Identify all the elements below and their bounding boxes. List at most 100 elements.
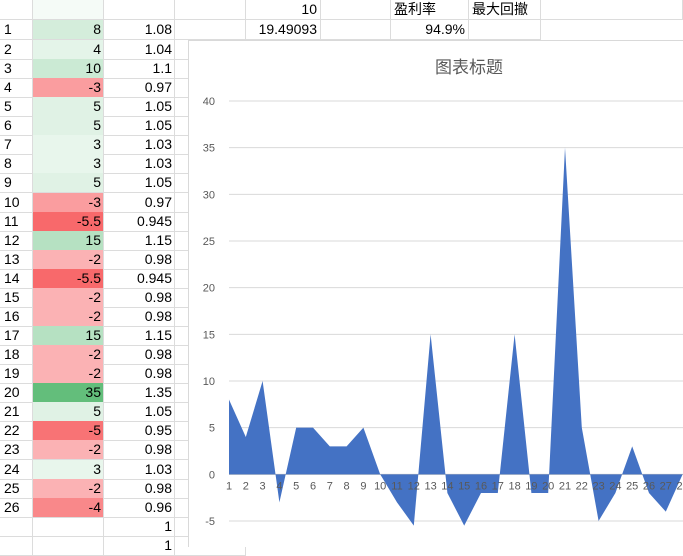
row-number: 24 (0, 460, 33, 480)
cell-c-value[interactable]: 1.15 (104, 326, 175, 346)
chart-series (229, 148, 683, 526)
profit-rate-label[interactable]: 盈利率 (391, 0, 469, 20)
cell-d-empty[interactable] (175, 20, 246, 40)
x-tick-label: 13 (424, 480, 436, 492)
row-number: 11 (0, 212, 33, 232)
cell-b-value[interactable]: -3 (33, 193, 104, 213)
row-number: 5 (0, 97, 33, 117)
cell-b-value[interactable]: 15 (33, 231, 104, 251)
cell-b-value[interactable]: 5 (33, 173, 104, 193)
cell-c-value[interactable]: 0.98 (104, 440, 175, 460)
x-tick-label: 19 (525, 480, 537, 492)
cell-b-value[interactable]: -2 (33, 345, 104, 365)
row-number: 18 (0, 345, 33, 365)
cell-b-value[interactable]: 3 (33, 135, 104, 155)
row-number: 6 (0, 116, 33, 136)
cell-d-top[interactable] (175, 0, 246, 20)
cell-empty[interactable] (321, 20, 391, 40)
cell-b-value[interactable]: -5 (33, 421, 104, 441)
y-tick-label: 35 (203, 143, 215, 155)
cell-b-value[interactable]: -2 (33, 479, 104, 499)
row-number: 9 (0, 173, 33, 193)
x-tick-label: 7 (327, 480, 333, 492)
x-tick-label: 4 (276, 480, 282, 492)
max-drawdown-value[interactable] (469, 20, 541, 40)
x-tick-label: 9 (360, 480, 366, 492)
cell-c-value[interactable]: 0.945 (104, 269, 175, 289)
profit-rate-value[interactable]: 94.9% (391, 20, 469, 40)
cell-c-value[interactable]: 0.945 (104, 212, 175, 232)
cell-c-value[interactable]: 0.98 (104, 479, 175, 499)
cell-b-value[interactable]: 4 (33, 40, 104, 60)
cell-c-value[interactable]: 1 (104, 536, 175, 556)
cell-d-value[interactable]: 10 (246, 0, 321, 20)
cell-b-value[interactable]: -2 (33, 250, 104, 270)
cell-c-value[interactable]: 0.98 (104, 364, 175, 384)
x-tick-label: 23 (592, 480, 604, 492)
cell-c-value[interactable]: 0.98 (104, 250, 175, 270)
x-tick-label: 15 (458, 480, 470, 492)
x-tick-label: 22 (576, 480, 588, 492)
cell-empty[interactable] (321, 0, 391, 20)
cell-c-value[interactable]: 0.97 (104, 193, 175, 213)
cell-b-value[interactable]: 8 (33, 20, 104, 40)
cell-b-value[interactable]: -5.5 (33, 212, 104, 232)
cell-b-value[interactable]: 3 (33, 154, 104, 174)
cell-c-value[interactable]: 1.15 (104, 231, 175, 251)
x-tick-label: 25 (626, 480, 638, 492)
cell-c-value[interactable]: 0.98 (104, 307, 175, 327)
cell-b-value[interactable]: -3 (33, 78, 104, 98)
x-tick-label: 21 (559, 480, 571, 492)
cell-b-value[interactable]: -2 (33, 288, 104, 308)
x-tick-label: 26 (643, 480, 655, 492)
cell-b-value[interactable] (33, 517, 104, 537)
cell-c-value[interactable]: 1.1 (104, 59, 175, 79)
cell-empty[interactable] (541, 0, 683, 20)
cell-c-value[interactable]: 0.95 (104, 421, 175, 441)
cell-c-value[interactable]: 1 (104, 517, 175, 537)
cell-b-value[interactable]: -2 (33, 307, 104, 327)
cell-c-value[interactable]: 0.96 (104, 498, 175, 518)
cell-c-value[interactable]: 1.05 (104, 402, 175, 422)
cell-b-value[interactable]: 15 (33, 326, 104, 346)
cell-b-value[interactable]: -4 (33, 498, 104, 518)
cell-c-value[interactable]: 1.03 (104, 135, 175, 155)
cell-b-value[interactable]: -5.5 (33, 269, 104, 289)
cell-c-value[interactable]: 0.98 (104, 288, 175, 308)
cell-b-value[interactable]: 5 (33, 97, 104, 117)
row-number: 3 (0, 59, 33, 79)
x-tick-label: 27 (660, 480, 672, 492)
cell-c-value[interactable]: 1.35 (104, 383, 175, 403)
cell-c-value[interactable]: 1.05 (104, 173, 175, 193)
max-drawdown-label[interactable]: 最大回撤 (469, 0, 541, 20)
cell-c-value[interactable]: 1.05 (104, 116, 175, 136)
cell-c-value[interactable]: 1.05 (104, 97, 175, 117)
cell-b-top[interactable] (33, 0, 104, 20)
cell-b-value[interactable]: -2 (33, 364, 104, 384)
cell-c-value[interactable]: 1.03 (104, 154, 175, 174)
cell-b-value[interactable]: 3 (33, 460, 104, 480)
cell-c-value[interactable]: 0.97 (104, 78, 175, 98)
x-tick-label: 16 (475, 480, 487, 492)
x-tick-label: 14 (441, 480, 453, 492)
cell-b-value[interactable]: 35 (33, 383, 104, 403)
row-number: 16 (0, 307, 33, 327)
cell-c-top[interactable] (104, 0, 175, 20)
cell-c-value[interactable]: 1.04 (104, 40, 175, 60)
cell-c-value[interactable]: 0.98 (104, 345, 175, 365)
cell-b-value[interactable]: 10 (33, 59, 104, 79)
cell-b-value[interactable]: -2 (33, 440, 104, 460)
row-number: 23 (0, 440, 33, 460)
x-tick-label: 12 (408, 480, 420, 492)
cell-c-value[interactable]: 1.03 (104, 460, 175, 480)
cell-b-value[interactable]: 5 (33, 402, 104, 422)
y-tick-label: 20 (203, 283, 215, 295)
cell-c-value[interactable]: 1.08 (104, 20, 175, 40)
cell-b-value[interactable]: 5 (33, 116, 104, 136)
cell-b-value[interactable] (33, 536, 104, 556)
row-number: 2 (0, 40, 33, 60)
chart-title: 图表标题 (435, 58, 503, 78)
cell-d-summary[interactable]: 19.49093 (246, 20, 321, 40)
